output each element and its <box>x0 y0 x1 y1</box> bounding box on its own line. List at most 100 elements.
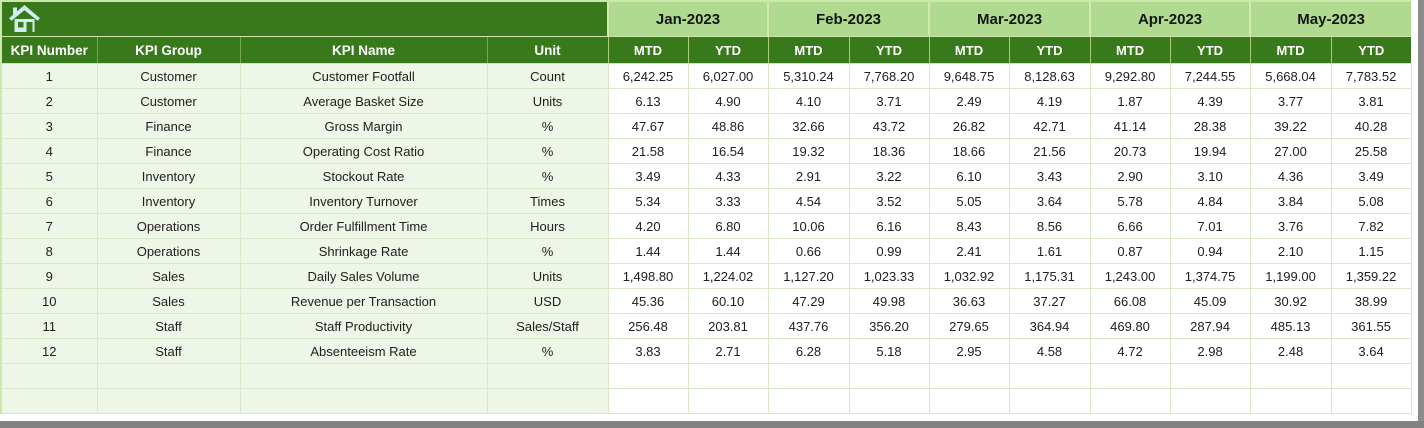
kpi-value-cell[interactable]: 5.34 <box>607 188 689 214</box>
kpi-value-cell[interactable]: 27.00 <box>1249 138 1332 164</box>
kpi-value-cell[interactable]: 287.94 <box>1169 313 1251 339</box>
empty-value-cell[interactable] <box>928 363 1010 389</box>
subheader-ytd-feb[interactable]: YTD <box>848 36 930 64</box>
kpi-value-cell[interactable]: 21.56 <box>1008 138 1091 164</box>
kpi-value-cell[interactable]: 1,498.80 <box>607 263 689 289</box>
subheader-ytd-jan[interactable]: YTD <box>687 36 768 64</box>
kpi-value-cell[interactable]: 2.48 <box>1249 338 1332 364</box>
kpi-value-cell[interactable]: 5,310.24 <box>767 63 850 89</box>
kpi-value-cell[interactable]: 4.36 <box>1249 163 1332 189</box>
empty-value-cell[interactable] <box>1089 388 1171 414</box>
kpi-number-cell[interactable]: 11 <box>0 313 98 339</box>
kpi-value-cell[interactable]: 4.58 <box>1008 338 1091 364</box>
kpi-value-cell[interactable]: 4.90 <box>687 88 769 114</box>
month-header-feb[interactable]: Feb-2023 <box>766 0 930 37</box>
kpi-value-cell[interactable]: 3.10 <box>1169 163 1251 189</box>
kpi-value-cell[interactable]: 469.80 <box>1089 313 1171 339</box>
subheader-mtd-mar[interactable]: MTD <box>928 36 1010 64</box>
kpi-number-cell[interactable]: 2 <box>0 88 98 114</box>
kpi-value-cell[interactable]: 7,244.55 <box>1169 63 1251 89</box>
empty-meta-cell[interactable] <box>96 388 241 414</box>
empty-value-cell[interactable] <box>687 363 769 389</box>
empty-value-cell[interactable] <box>1008 363 1091 389</box>
empty-meta-cell[interactable] <box>0 388 98 414</box>
kpi-value-cell[interactable]: 0.94 <box>1169 238 1251 264</box>
month-header-jan[interactable]: Jan-2023 <box>607 0 768 37</box>
kpi-value-cell[interactable]: 4.84 <box>1169 188 1251 214</box>
kpi-number-cell[interactable]: 10 <box>0 288 98 314</box>
kpi-name-cell[interactable]: Staff Productivity <box>239 313 488 339</box>
kpi-value-cell[interactable]: 4.19 <box>1008 88 1091 114</box>
kpi-value-cell[interactable]: 1.44 <box>607 238 689 264</box>
kpi-value-cell[interactable]: 4.54 <box>767 188 850 214</box>
kpi-value-cell[interactable]: 5.05 <box>928 188 1010 214</box>
subheader-mtd-apr[interactable]: MTD <box>1089 36 1171 64</box>
kpi-value-cell[interactable]: 364.94 <box>1008 313 1091 339</box>
kpi-value-cell[interactable]: 18.36 <box>848 138 930 164</box>
kpi-value-cell[interactable]: 1,175.31 <box>1008 263 1091 289</box>
kpi-value-cell[interactable]: 39.22 <box>1249 113 1332 139</box>
kpi-value-cell[interactable]: 4.10 <box>767 88 850 114</box>
kpi-unit-cell[interactable]: % <box>486 238 609 264</box>
kpi-value-cell[interactable]: 203.81 <box>687 313 769 339</box>
month-header-apr[interactable]: Apr-2023 <box>1089 0 1251 37</box>
kpi-name-cell[interactable]: Average Basket Size <box>239 88 488 114</box>
kpi-value-cell[interactable]: 1,127.20 <box>767 263 850 289</box>
kpi-value-cell[interactable]: 47.29 <box>767 288 850 314</box>
subheader-ytd-apr[interactable]: YTD <box>1169 36 1251 64</box>
kpi-value-cell[interactable]: 43.72 <box>848 113 930 139</box>
kpi-value-cell[interactable]: 25.58 <box>1330 138 1412 164</box>
kpi-value-cell[interactable]: 16.54 <box>687 138 769 164</box>
kpi-unit-cell[interactable]: USD <box>486 288 609 314</box>
kpi-name-cell[interactable]: Customer Footfall <box>239 63 488 89</box>
month-header-may[interactable]: May-2023 <box>1249 0 1412 37</box>
kpi-value-cell[interactable]: 6,027.00 <box>687 63 769 89</box>
kpi-value-cell[interactable]: 356.20 <box>848 313 930 339</box>
kpi-value-cell[interactable]: 3.52 <box>848 188 930 214</box>
kpi-value-cell[interactable]: 4.39 <box>1169 88 1251 114</box>
kpi-value-cell[interactable]: 2.95 <box>928 338 1010 364</box>
kpi-value-cell[interactable]: 6.10 <box>928 163 1010 189</box>
kpi-unit-cell[interactable]: Times <box>486 188 609 214</box>
empty-value-cell[interactable] <box>687 388 769 414</box>
kpi-value-cell[interactable]: 2.10 <box>1249 238 1332 264</box>
kpi-value-cell[interactable]: 1,199.00 <box>1249 263 1332 289</box>
kpi-value-cell[interactable]: 279.65 <box>928 313 1010 339</box>
kpi-unit-cell[interactable]: % <box>486 138 609 164</box>
empty-value-cell[interactable] <box>607 363 689 389</box>
empty-value-cell[interactable] <box>1089 363 1171 389</box>
kpi-value-cell[interactable]: 3.71 <box>848 88 930 114</box>
kpi-group-cell[interactable]: Operations <box>96 238 241 264</box>
home-cell[interactable] <box>0 0 608 37</box>
kpi-value-cell[interactable]: 3.83 <box>607 338 689 364</box>
kpi-value-cell[interactable]: 7,783.52 <box>1330 63 1412 89</box>
kpi-value-cell[interactable]: 8.43 <box>928 213 1010 239</box>
kpi-value-cell[interactable]: 3.49 <box>607 163 689 189</box>
kpi-value-cell[interactable]: 60.10 <box>687 288 769 314</box>
empty-value-cell[interactable] <box>607 388 689 414</box>
kpi-value-cell[interactable]: 1,243.00 <box>1089 263 1171 289</box>
empty-value-cell[interactable] <box>767 388 850 414</box>
month-header-mar[interactable]: Mar-2023 <box>928 0 1091 37</box>
kpi-value-cell[interactable]: 20.73 <box>1089 138 1171 164</box>
kpi-value-cell[interactable]: 3.49 <box>1330 163 1412 189</box>
empty-value-cell[interactable] <box>1249 388 1332 414</box>
subheader-mtd-jan[interactable]: MTD <box>607 36 688 64</box>
kpi-unit-cell[interactable]: % <box>486 338 609 364</box>
kpi-value-cell[interactable]: 40.28 <box>1330 113 1412 139</box>
kpi-group-cell[interactable]: Finance <box>96 138 241 164</box>
kpi-value-cell[interactable]: 47.67 <box>607 113 689 139</box>
kpi-value-cell[interactable]: 1.15 <box>1330 238 1412 264</box>
kpi-value-cell[interactable]: 1,023.33 <box>848 263 930 289</box>
kpi-value-cell[interactable]: 7.01 <box>1169 213 1251 239</box>
kpi-group-cell[interactable]: Sales <box>96 263 241 289</box>
kpi-number-cell[interactable]: 5 <box>0 163 98 189</box>
kpi-value-cell[interactable]: 1.44 <box>687 238 769 264</box>
kpi-value-cell[interactable]: 45.09 <box>1169 288 1251 314</box>
empty-meta-cell[interactable] <box>239 388 488 414</box>
kpi-value-cell[interactable]: 5.08 <box>1330 188 1412 214</box>
kpi-value-cell[interactable]: 4.20 <box>607 213 689 239</box>
kpi-value-cell[interactable]: 18.66 <box>928 138 1010 164</box>
kpi-value-cell[interactable]: 3.84 <box>1249 188 1332 214</box>
kpi-group-cell[interactable]: Finance <box>96 113 241 139</box>
